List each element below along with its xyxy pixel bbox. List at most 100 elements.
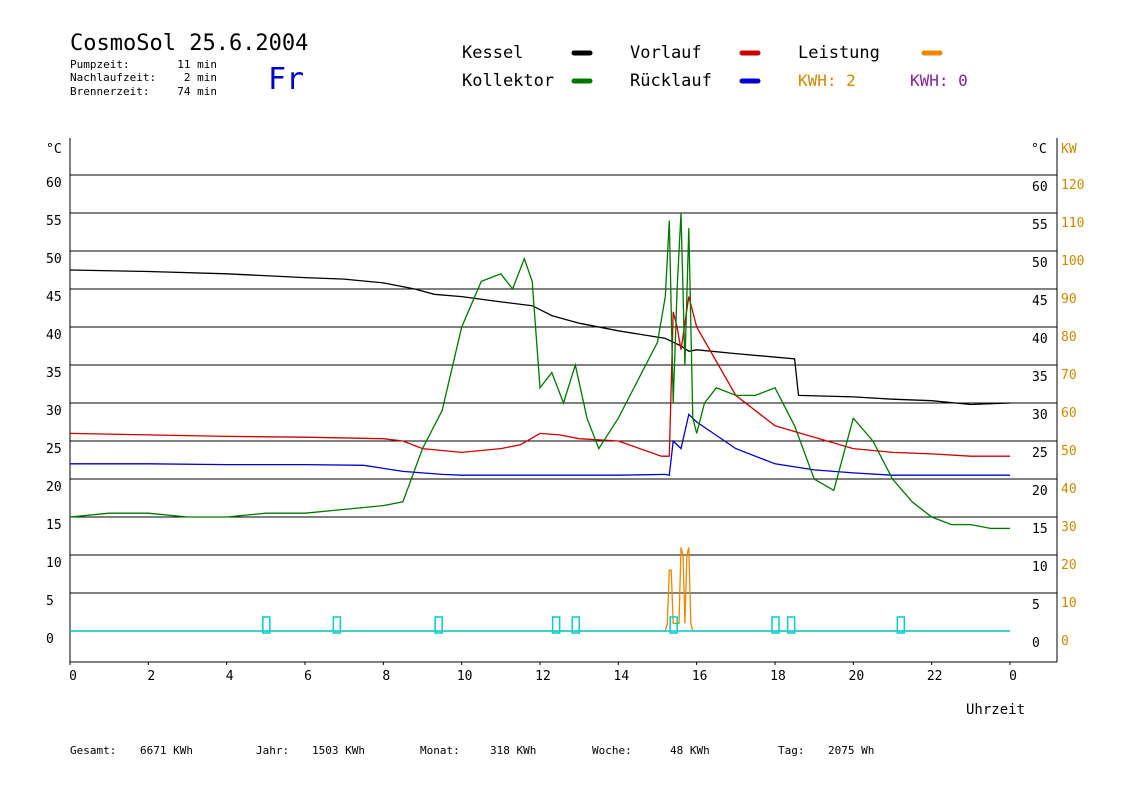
pump-marker [669,616,678,634]
pump-marker [771,616,780,634]
stat-tag-value: 2075 Wh [828,744,874,757]
pump-marker [551,616,561,634]
y-tick-right: 30 [1032,408,1048,423]
pump-marker [896,616,906,634]
x-tick-label: 2 [147,669,155,684]
pump-marker [571,616,580,634]
x-tick-label: 12 [535,669,551,684]
x-tick-label: 18 [770,669,786,684]
brenner-time-value: 74 min [177,85,217,98]
x-tick-label: 14 [614,669,630,684]
series-kollektor-line [69,212,1010,530]
y-tick-kw: 110 [1061,216,1084,231]
stat-jahr-value: 1503 KWh [312,744,365,757]
y-tick-kw: 30 [1061,520,1077,535]
y-tick-kw: 100 [1061,254,1084,269]
legend-ruecklauf-label: Rücklauf [630,71,712,91]
y-axis-left-unit: °C [46,142,62,157]
y-tick-left: 40 [46,328,62,343]
pump-marker [332,616,342,634]
y-tick-left: 50 [46,252,62,267]
weekday: Fr [268,62,304,97]
y-tick-kw: 20 [1061,558,1077,573]
pump-markers [70,616,1010,634]
y-tick-right: 40 [1032,332,1048,347]
x-axis-label: Uhrzeit [966,702,1025,718]
y-tick-right: 20 [1032,484,1048,499]
y-tick-left: 25 [46,442,62,457]
y-tick-right: 45 [1032,294,1048,309]
y-tick-left: 15 [46,518,62,533]
y-tick-right: 60 [1032,180,1048,195]
brenner-time-label: Brennerzeit: [70,85,149,98]
y-tick-left: 20 [46,480,62,495]
grid-lines [69,138,1058,663]
y-tick-kw: 50 [1061,444,1077,459]
stat-monat-label: Monat: [420,744,460,757]
y-tick-kw: 10 [1061,596,1077,611]
x-tick-label: 20 [849,669,865,684]
y-tick-right: 10 [1032,560,1048,575]
stat-gesamt-value: 6671 KWh [140,744,193,757]
y-tick-right: 25 [1032,446,1048,461]
pump-time-label: Pumpzeit: [70,58,130,71]
x-tick-label: 4 [226,669,234,684]
y-tick-kw: 40 [1061,482,1077,497]
x-tick-label: 22 [927,669,943,684]
y-tick-kw: 90 [1061,292,1077,307]
y-tick-right: 50 [1032,256,1048,271]
y-tick-left: 0 [46,632,54,647]
y-tick-left: 30 [46,404,62,419]
legend-vorlauf-label: Vorlauf [630,43,702,63]
y-tick-left: 35 [46,366,62,381]
y-tick-kw: 0 [1061,634,1069,649]
y-tick-right: 15 [1032,522,1048,537]
series-vorlauf-line [69,296,1010,457]
pump-marker [786,616,796,634]
stat-woche-label: Woche: [592,744,632,757]
series-leistung-line [70,547,1010,632]
stat-monat-value: 318 KWh [490,744,536,757]
kwh-purple: KWH: 0 [910,71,968,90]
y-tick-kw: 60 [1061,406,1077,421]
stat-jahr-label: Jahr: [256,744,289,757]
x-tick-label: 0 [69,669,77,684]
data-series [69,212,1011,632]
x-tick-label: 0 [1009,669,1017,684]
kwh-orange: KWH: 2 [798,71,856,90]
y-tick-left: 55 [46,214,62,229]
y-tick-kw: 70 [1061,368,1077,383]
y-axis-right-unit: °C [1031,142,1047,157]
y-tick-left: 45 [46,290,62,305]
pump-time-value: 11 min [177,58,217,71]
y-tick-right: 55 [1032,218,1048,233]
chart-title: CosmoSol 25.6.2004 [70,31,308,56]
y-tick-left: 10 [46,556,62,571]
series-ruecklauf-line [70,413,1010,476]
x-tick-label: 10 [457,669,473,684]
nachlauf-time-value: 2 min [184,71,217,84]
y-axis-kw-unit: KW [1061,142,1077,157]
legend-kollektor-label: Kollektor [462,71,554,91]
y-tick-right: 35 [1032,370,1048,385]
y-tick-kw: 80 [1061,330,1077,345]
y-tick-kw: 120 [1061,178,1084,193]
x-tick-label: 8 [382,669,390,684]
legend-kessel-label: Kessel [462,43,523,63]
y-tick-left: 60 [46,176,62,191]
pump-marker [434,616,443,634]
stat-tag-label: Tag: [778,744,805,757]
y-tick-left: 5 [46,594,54,609]
stat-gesamt-label: Gesamt: [70,744,116,757]
y-tick-right: 0 [1032,636,1040,651]
pump-marker [262,616,271,634]
stat-woche-value: 48 KWh [670,744,710,757]
x-tick-label: 6 [304,669,312,684]
legend-leistung-label: Leistung [798,43,880,63]
y-tick-right: 5 [1032,598,1040,613]
series-kessel-line [69,269,1011,406]
nachlauf-time-label: Nachlaufzeit: [70,71,156,84]
x-tick-label: 16 [692,669,708,684]
